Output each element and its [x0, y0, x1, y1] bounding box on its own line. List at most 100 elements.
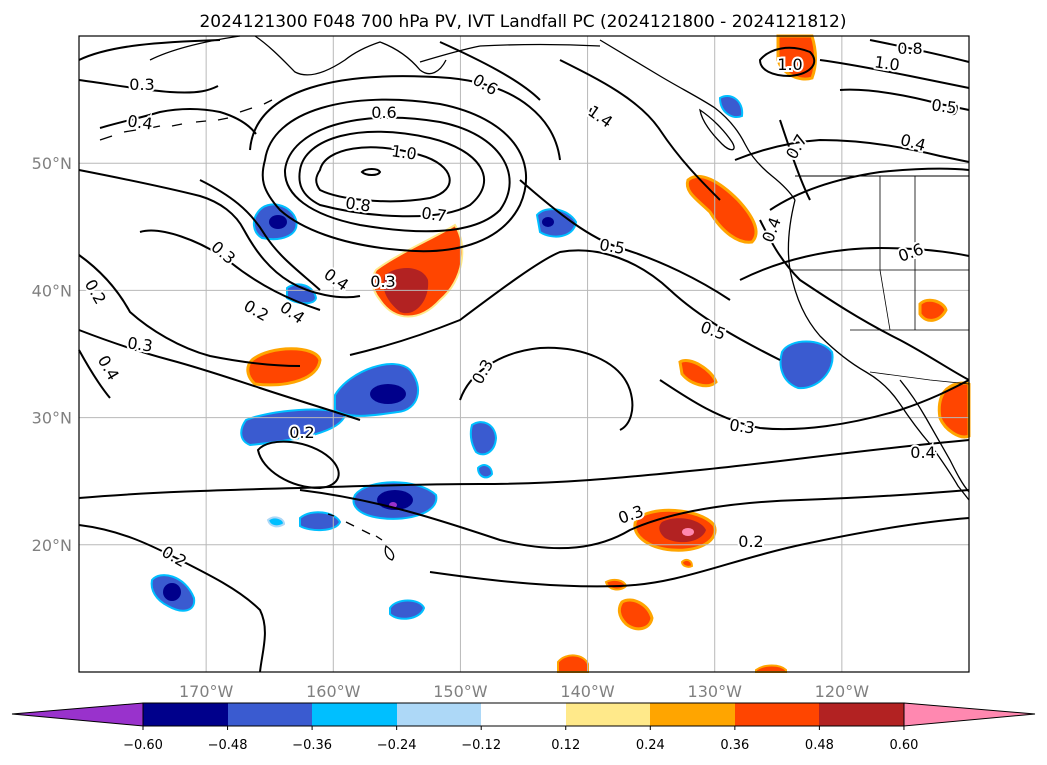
contour-label: 0.3: [126, 333, 154, 355]
contour-label: 0.4: [126, 111, 154, 133]
neg-blob-9: [779, 340, 834, 390]
contour-0.5-central: [349, 249, 781, 361]
us-state-borders: [790, 176, 969, 331]
aleutian-chain: [99, 99, 273, 141]
colorbar-tick-label: −0.12: [461, 738, 501, 753]
contour-0.6-ne: [739, 246, 970, 281]
colorbar-segment-n048: [228, 703, 312, 726]
contour-1.0-small: [360, 168, 382, 176]
contour-0.4-coast: [759, 219, 970, 381]
contour-label: 0.4: [910, 443, 935, 462]
colorbar-segment-p024: [650, 703, 735, 726]
hawaii-islands: [327, 513, 395, 561]
longitude-tick-labels: 170°W 160°W 150°W 140°W 130°W 120°W: [179, 682, 869, 701]
contour-0.3-mid: [78, 169, 361, 299]
colorbar-over-arrow: [903, 702, 1036, 727]
contour-1.0-ne: [839, 88, 970, 111]
neg-blob-7: [469, 421, 498, 456]
neg-blob-8-core: [542, 217, 554, 227]
contour-label: 0.3: [370, 272, 395, 291]
contour-label: 0.6: [371, 103, 396, 122]
contour-label: 0.8: [897, 39, 922, 58]
neg-blob-14: [266, 516, 286, 528]
colorbar-outline: [142, 702, 905, 727]
contour-0.2-loop: [199, 179, 321, 291]
lon-tick-label: 140°W: [560, 682, 615, 701]
contour-0.4-loop: [249, 75, 561, 161]
vancouver-island: [699, 108, 735, 151]
neg-blob-2: [286, 283, 318, 305]
map-frame: [78, 35, 970, 673]
pos-blob-12: [755, 664, 787, 673]
alaska-coast: [149, 35, 601, 76]
colorbar-tick-label: 0.36: [720, 738, 749, 753]
colorbar-tick-label: −0.60: [123, 738, 163, 753]
colorbar-tick-label: 0.60: [889, 738, 918, 753]
contour-label: 0.3: [129, 75, 154, 94]
contour-1.0-nne: [819, 59, 970, 89]
lat-tick-label: 40°N: [32, 281, 72, 300]
pos-blob-11: [557, 654, 589, 673]
pos-blob-2: [246, 347, 322, 387]
contour-0.6-center: [261, 98, 528, 253]
lon-tick-label: 170°W: [179, 682, 234, 701]
pos-blob-9: [937, 381, 971, 439]
latitude-tick-labels: 20°N 30°N 40°N 50°N: [32, 154, 72, 555]
contour-0.5-north: [519, 179, 731, 301]
colorbar-tick-label: −0.36: [292, 738, 332, 753]
map-area: 0.30.40.61.00.6 0.4 1.00.8 0.70.40.30.30.20…: [78, 34, 971, 673]
contour-0.3-east-arc: [659, 379, 970, 431]
neg-blob-3-core: [370, 384, 406, 404]
contour-0.8: [298, 130, 486, 218]
contour-0.3-sw: [78, 329, 361, 421]
contour-1.0-inner: [315, 146, 451, 203]
contour-label: 0.2: [738, 532, 763, 551]
baja-coast: [899, 379, 970, 493]
bc-coast: [599, 39, 796, 201]
colorbar-segment-p036: [735, 703, 819, 726]
contour-label: 0.5: [930, 95, 958, 117]
contour-0.3-tropical: [459, 346, 634, 431]
contour-label: 0.7: [420, 203, 448, 225]
lon-tick-label: 130°W: [688, 682, 743, 701]
contour-0.3-loop-se: [256, 440, 340, 490]
neg-blob-4: [240, 408, 347, 447]
pos-blob-5: [617, 598, 654, 631]
pc-positive-shading: [246, 34, 971, 673]
colorbar-tick-label: 0.12: [551, 738, 580, 753]
colorbar-segment-n024: [397, 703, 481, 726]
colorbar-tick-label: −0.24: [377, 738, 417, 753]
lat-tick-label: 30°N: [32, 409, 72, 428]
pos-blob-10: [604, 578, 628, 591]
neg-blob-6: [299, 511, 342, 532]
contour-label: 1.0: [390, 141, 418, 163]
colorbar-tick-label: 0.24: [636, 738, 665, 753]
colorbar: −0.60 −0.48 −0.36 −0.24 −0.12 0.12 0.24 0.36 0.4…: [11, 702, 1036, 753]
colorbar-tick-label: −0.48: [208, 738, 248, 753]
mexico-border: [869, 371, 970, 385]
contour-0.4-loop2: [139, 229, 321, 311]
pos-blob-3: [685, 174, 758, 244]
contour-1.4: [758, 46, 816, 78]
contour-0.3-east: [299, 489, 970, 550]
pv-contours: [78, 39, 970, 673]
neg-blob-8: [535, 208, 578, 238]
neg-blob-12: [718, 95, 744, 118]
lon-tick-label: 150°W: [433, 682, 488, 701]
contour-0.4-west: [99, 108, 257, 135]
pos-blob-13: [680, 558, 694, 568]
neg-blob-13: [476, 464, 494, 479]
lon-tick-label: 120°W: [815, 682, 870, 701]
contour-0.3-north: [78, 39, 221, 61]
neg-blob-10-core: [163, 583, 181, 601]
pos-blob-8: [918, 298, 948, 322]
pos-blob-6: [678, 359, 718, 388]
lat-tick-label: 50°N: [32, 154, 72, 173]
colorbar-segment-n036: [312, 703, 397, 726]
lon-tick-label: 160°W: [306, 682, 361, 701]
colorbar-segment-n012: [481, 703, 566, 726]
contour-0.2-subtrop: [78, 524, 266, 673]
contour-0.4-ne: [734, 138, 970, 163]
pos-blob-7: [776, 34, 817, 81]
colorbar-tick-labels: −0.60 −0.48 −0.36 −0.24 −0.12 0.12 0.24 0.36 0.4…: [123, 726, 918, 753]
